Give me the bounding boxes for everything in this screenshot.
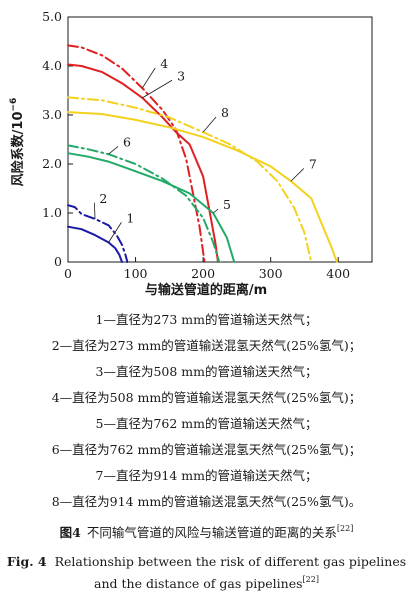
caption-ref-en: [22] xyxy=(302,575,319,584)
series-line-3 xyxy=(67,63,219,263)
series-label-6: 6 xyxy=(123,134,131,149)
legend-item: 2—直径为273 mm的管道输送混氢天然气(25%氢气)； xyxy=(51,338,362,353)
series-leader-2 xyxy=(94,202,96,219)
series-line-1 xyxy=(67,225,123,263)
legend-item: 1—直径为273 mm的管道输送天然气； xyxy=(95,312,318,327)
series-label-3: 3 xyxy=(177,68,185,83)
series-leader-5 xyxy=(212,208,219,214)
series-label-8: 8 xyxy=(221,105,229,120)
figure-number-cn: 图4 xyxy=(59,525,81,540)
y-tick-label: 3.0 xyxy=(42,107,62,122)
legend-item: 7—直径为914 mm的管道输送天然气； xyxy=(95,468,318,483)
x-tick-label: 200 xyxy=(191,266,215,281)
x-tick-label: 300 xyxy=(259,266,283,281)
risk-distance-chart: 0 100 200 300 400 0 1.0 2.0 3.0 4.0 5.0 1 2 34 5 6 7 8 风… xyxy=(9,9,373,298)
series-leader-4 xyxy=(141,67,156,89)
legend-item: 6—直径为762 mm的管道输送混氢天然气(25%氢气)； xyxy=(51,442,362,457)
series-line-5 xyxy=(67,152,236,263)
series-label-4: 4 xyxy=(160,56,168,71)
legend-item: 5—直径为762 mm的管道输送天然气； xyxy=(95,416,318,431)
caption-ref-cn: [22] xyxy=(336,524,354,533)
y-tick-label: 0 xyxy=(54,254,62,269)
series-label-7: 7 xyxy=(309,156,317,171)
y-tick-label: 1.0 xyxy=(42,205,62,220)
series-line-7 xyxy=(67,111,338,263)
series-lines xyxy=(67,44,338,263)
series-labels: 1 2 34 5 6 7 8 xyxy=(94,56,317,243)
legend-item: 4—直径为508 mm的管道输送混氢天然气(25%氢气)； xyxy=(51,390,362,405)
series-leader-8 xyxy=(202,116,217,133)
series-leader-6 xyxy=(108,146,119,155)
series-line-2 xyxy=(67,204,129,263)
series-leader-7 xyxy=(290,168,305,182)
axes: 0 100 200 300 400 0 1.0 2.0 3.0 4.0 5.0 xyxy=(42,9,373,281)
x-tick-label: 100 xyxy=(124,266,148,281)
caption-text-en: Relationship between the risk of differe… xyxy=(54,554,407,591)
series-leader-3 xyxy=(142,79,173,99)
y-tick-label: 2.0 xyxy=(42,156,62,171)
series-label-5: 5 xyxy=(223,197,231,212)
series-leader-1 xyxy=(108,222,122,243)
series-label-1: 1 xyxy=(126,210,134,225)
legend-item: 3—直径为508 mm的管道输送天然气； xyxy=(95,364,318,379)
legend-list: 1—直径为273 mm的管道输送天然气； 2—直径为273 mm的管道输送混氢天… xyxy=(0,307,413,515)
caption-chinese: 图4 不同输气管道的风险与输送管道的距离的关系[22] xyxy=(0,522,413,541)
y-tick-label: 5.0 xyxy=(42,9,62,24)
series-label-2: 2 xyxy=(99,191,107,206)
y-tick-label: 4.0 xyxy=(42,58,62,73)
series-line-6 xyxy=(67,144,221,263)
y-axis-title: 风险系数/10−6 xyxy=(9,98,26,187)
x-axis-title: 与输送管道的距离/m xyxy=(145,282,267,298)
x-tick-label: 0 xyxy=(64,266,72,281)
caption-text-cn: 不同输气管道的风险与输送管道的距离的关系 xyxy=(86,525,337,540)
series-line-4 xyxy=(67,44,206,263)
x-tick-label: 400 xyxy=(326,266,350,281)
legend-item: 8—直径为914 mm的管道输送混氢天然气(25%氢气)。 xyxy=(51,494,362,509)
caption-english: Fig. 4 Relationship between the risk of d… xyxy=(0,551,413,595)
series-line-8 xyxy=(67,96,313,263)
figure-number-en: Fig. 4 xyxy=(6,554,47,569)
